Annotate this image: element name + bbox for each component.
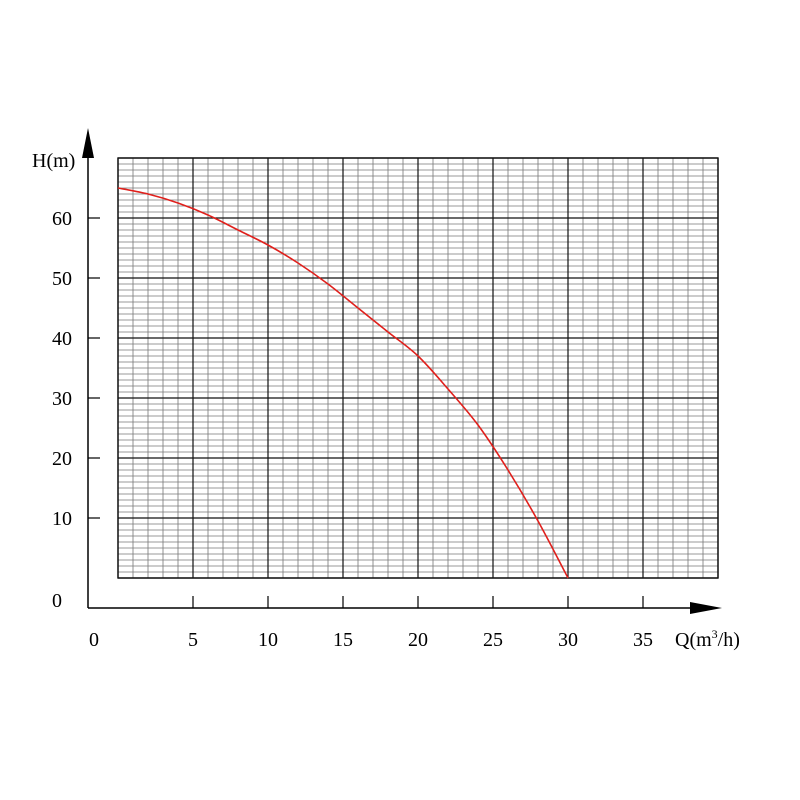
x-tick-label: 35 xyxy=(633,629,653,651)
y-axis-label: H(m) xyxy=(32,150,75,172)
x-axis-label-main: Q(m xyxy=(675,629,712,651)
y-tick-label: 20 xyxy=(52,448,72,470)
x-tick-label: 5 xyxy=(188,629,198,651)
series-group xyxy=(117,187,569,579)
series-line xyxy=(117,187,569,579)
y-tick-label: 60 xyxy=(52,208,72,230)
tick-labels: 5 10 15 20 25 30 35 10 20 30 40 50 60 xyxy=(52,208,653,651)
x-tick-label: 15 xyxy=(333,629,353,651)
grid-major xyxy=(117,157,719,579)
origin-x-label: 0 xyxy=(89,629,99,651)
x-axis-label: Q(m3/h) xyxy=(675,627,740,651)
x-tick-label: 10 xyxy=(258,629,278,651)
y-tick-label: 30 xyxy=(52,388,72,410)
origin-y-label: 0 xyxy=(52,590,62,612)
plot-frame xyxy=(117,157,719,579)
y-axis-arrow xyxy=(82,128,94,158)
x-axis-label-tail: /h) xyxy=(718,629,740,651)
axes xyxy=(82,128,722,614)
x-tick-label: 30 xyxy=(558,629,578,651)
y-tick-label: 40 xyxy=(52,328,72,350)
x-tick-label: 20 xyxy=(408,629,428,651)
y-tick-label: 50 xyxy=(52,268,72,290)
x-axis-arrow xyxy=(690,602,722,614)
y-tick-label: 10 xyxy=(52,508,72,530)
x-tick-label: 25 xyxy=(483,629,503,651)
x-axis-label-sup: 3 xyxy=(712,627,718,641)
